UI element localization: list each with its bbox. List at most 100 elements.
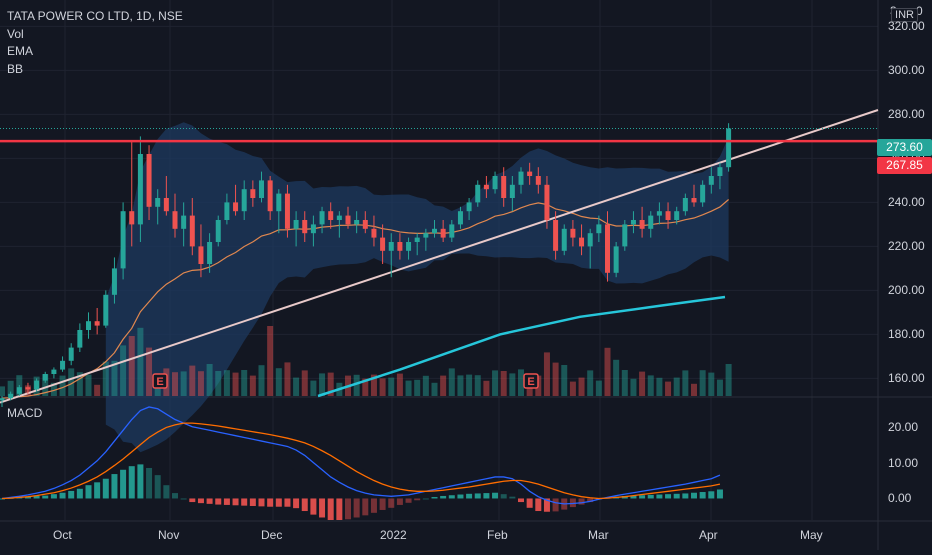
volume-bar [474, 375, 481, 396]
macd-histogram-bar [474, 493, 481, 499]
volume-bar [569, 381, 576, 396]
macd-histogram-bar [293, 498, 300, 509]
candle-body [293, 220, 299, 229]
indicator-ema[interactable]: EMA [7, 44, 34, 58]
volume-bar [319, 373, 326, 396]
earnings-marker-letter: E [527, 376, 534, 388]
macd-histogram-bar [232, 498, 239, 506]
macd-histogram-bar [673, 493, 680, 499]
candle-body [345, 215, 351, 225]
volume-bar [526, 382, 533, 396]
macd-histogram-bar [535, 498, 542, 512]
candle-body [224, 202, 230, 220]
volume-bar [293, 377, 300, 396]
volume-bar [85, 374, 92, 396]
macd-histogram-bar [249, 498, 256, 507]
candle-body [544, 184, 550, 220]
macd-histogram-bar [267, 498, 274, 507]
macd-histogram-bar [405, 498, 412, 503]
time-tick-label: Apr [699, 528, 718, 542]
time-tick-label: Nov [158, 528, 180, 542]
macd-histogram-bar [422, 498, 429, 500]
candle-body [492, 176, 498, 190]
resistance-price-tag: 267.85 [877, 157, 932, 174]
candle-body [25, 387, 31, 390]
symbol-title[interactable]: TATA POWER CO LTD, 1D, NSE [7, 9, 183, 23]
volume-bar [587, 370, 594, 396]
candle-body [553, 220, 559, 251]
candle-body [475, 184, 481, 203]
volume-bar [630, 378, 637, 396]
macd-histogram-bar [682, 493, 689, 499]
macd-histogram-bar [102, 478, 109, 499]
volume-bar [353, 374, 360, 396]
candle-body [656, 211, 662, 216]
macd-histogram-bar [76, 488, 83, 499]
candle-body [181, 215, 187, 229]
volume-bar [102, 361, 109, 396]
volume-bar [249, 375, 256, 396]
last-price-tag: 273.60 [877, 139, 932, 156]
volume-bar [59, 375, 66, 396]
volume-bar [708, 372, 715, 396]
volume-bar [604, 347, 611, 396]
candlesticks [0, 123, 732, 407]
macd-histogram-bar [379, 498, 386, 510]
macd-histogram-bar [492, 492, 499, 499]
macd-histogram-bar [146, 467, 153, 499]
macd-histogram-bar [284, 498, 291, 507]
macd-tick-label: 20.00 [888, 419, 919, 434]
candle-body [570, 228, 576, 238]
candle-body [561, 228, 567, 251]
macd-histogram-bar [483, 493, 490, 499]
macd-histogram-bar [500, 494, 507, 499]
candle-body [371, 228, 377, 238]
candle-body [103, 294, 109, 326]
volume-bar [362, 378, 369, 396]
macd-tick-label: 0.00 [888, 491, 912, 506]
indicator-bb[interactable]: BB [7, 61, 24, 76]
volume-bar [241, 370, 248, 396]
macd-histogram-bar [353, 498, 360, 518]
macd-histogram-bar [630, 495, 637, 499]
macd-histogram-bar [94, 482, 101, 499]
macd-histogram-bar [206, 498, 213, 504]
macd-histogram-bar [33, 495, 40, 499]
volume-bar [621, 370, 628, 396]
candle-body [414, 237, 420, 242]
macd-histogram-bar [388, 498, 395, 508]
macd-histogram-bar [569, 498, 576, 508]
macd-histogram-bar [440, 495, 447, 499]
time-tick-label: Dec [261, 528, 283, 542]
candle-body [354, 220, 360, 225]
volume-bar [716, 379, 723, 396]
candle-body [397, 242, 403, 251]
earnings-marker-letter: E [156, 376, 163, 388]
candle-body [284, 193, 290, 229]
volume-bar [414, 379, 421, 396]
volume-bar [682, 370, 689, 396]
candle-body [622, 224, 628, 247]
candle-body [648, 215, 654, 229]
macd-histogram-bar [414, 498, 421, 501]
candle-body [189, 215, 195, 247]
macd-indicator-label[interactable]: MACD [7, 406, 43, 420]
indicator-vol[interactable]: Vol [7, 26, 24, 41]
currency-badge[interactable]: INR [891, 8, 918, 22]
candle-body [336, 215, 342, 220]
candle-body [432, 228, 437, 234]
time-tick-label: May [800, 528, 823, 542]
volume-bars [0, 326, 732, 396]
macd-histogram-bar [120, 469, 127, 499]
macd-histogram-bar [180, 498, 187, 500]
macd-histogram-bar [197, 498, 204, 504]
macd-histogram-bar [336, 498, 343, 520]
macd-pane [0, 406, 723, 520]
macd-histogram-bar [223, 498, 230, 505]
volume-bar [431, 382, 438, 396]
volume-bar [267, 326, 274, 396]
volume-bar [0, 386, 5, 396]
candle-body [535, 176, 541, 185]
